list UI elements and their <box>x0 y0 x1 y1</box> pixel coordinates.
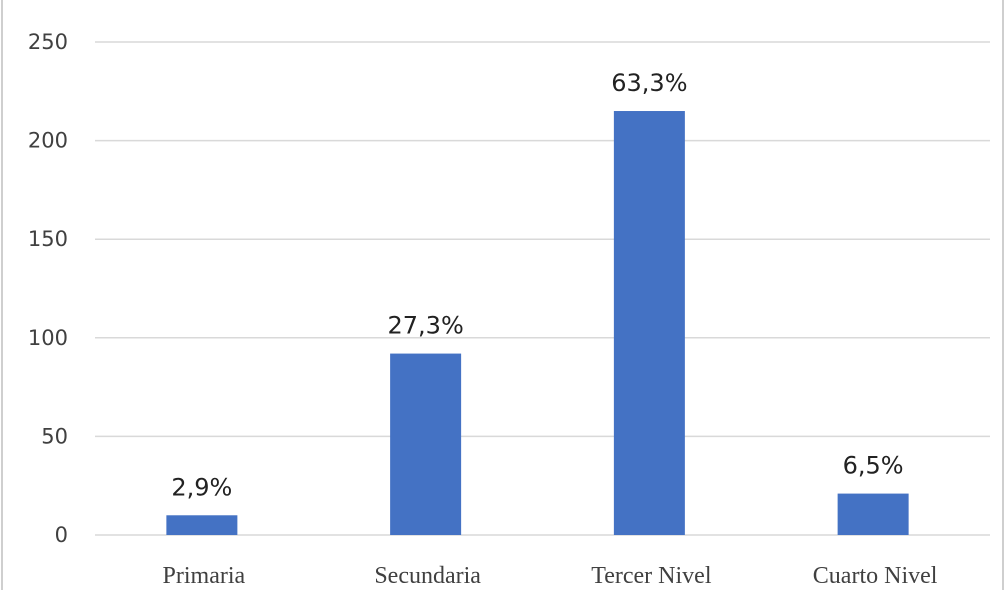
bar-tercer-nivel <box>613 111 685 536</box>
data-labels: 2,9% 27,3% 63,3% 6,5% <box>171 69 903 501</box>
bar-cuarto-nivel <box>837 493 909 535</box>
data-label-secundaria: 27,3% <box>388 312 464 340</box>
bar-secundaria <box>390 353 462 535</box>
x-tick-label-secundaria: Secundaria <box>374 563 481 589</box>
x-tick-label-cuarto-nivel: Cuarto Nivel <box>813 563 938 589</box>
x-axis-tick-labels: Primaria Secundaria Tercer Nivel Cuarto Niv… <box>163 563 938 589</box>
gridlines <box>95 41 990 536</box>
y-tick-label-0: 0 <box>55 523 68 547</box>
y-tick-label-50: 50 <box>41 424 68 448</box>
bars <box>166 111 909 536</box>
data-label-tercer-nivel: 63,3% <box>611 69 687 97</box>
y-tick-label-200: 200 <box>28 129 68 153</box>
bar-primaria <box>166 515 238 535</box>
y-tick-label-250: 250 <box>28 30 68 54</box>
data-label-cuarto-nivel: 6,5% <box>843 452 904 480</box>
data-label-primaria: 2,9% <box>171 473 232 501</box>
x-tick-label-tercer-nivel: Tercer Nivel <box>591 563 712 589</box>
y-tick-label-100: 100 <box>28 326 68 350</box>
x-tick-label-primaria: Primaria <box>163 563 246 589</box>
y-axis-tick-labels: 0 50 100 150 200 250 <box>28 30 68 547</box>
y-tick-label-150: 150 <box>28 227 68 251</box>
